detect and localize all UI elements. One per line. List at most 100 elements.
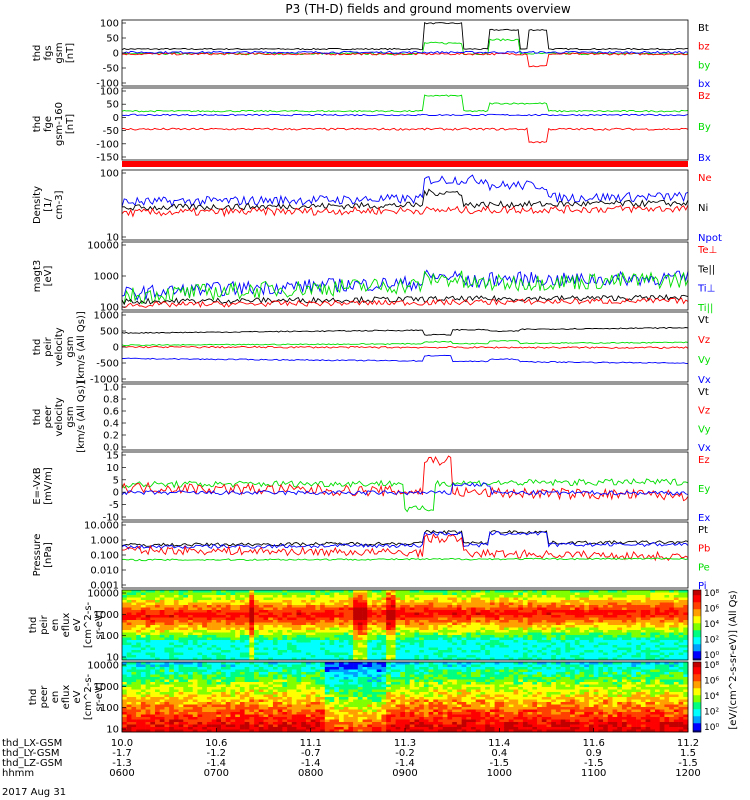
spectrogram-cell <box>532 592 538 596</box>
spectrogram-cell <box>188 617 194 621</box>
spectrogram-cell <box>659 625 665 628</box>
spectrogram-cell <box>678 652 684 656</box>
spectrogram-cell <box>433 642 439 646</box>
ylabel-line: Density <box>32 186 43 224</box>
spectrogram-cell <box>640 610 646 613</box>
spectrogram-cell <box>272 652 278 656</box>
spectrogram-cell <box>310 620 316 623</box>
spectrogram-cell <box>296 610 302 613</box>
spectrogram-cell <box>555 640 561 643</box>
spectrogram-cell <box>136 632 142 636</box>
spectrogram-cell <box>188 667 194 670</box>
spectrogram-cell <box>669 637 675 641</box>
spectrogram-cell <box>343 662 349 665</box>
spectrogram-cell <box>386 645 392 648</box>
colorbar-cell <box>693 618 701 621</box>
spectrogram-cell <box>357 600 363 603</box>
spectrogram-cell <box>183 630 189 633</box>
spectrogram-cell <box>183 617 189 621</box>
spectrogram-cell <box>405 615 411 618</box>
spectrogram-cell <box>650 602 656 606</box>
spectrogram-cell <box>555 620 561 623</box>
spectrogram-cell <box>211 717 217 720</box>
spectrogram-cell <box>617 597 623 601</box>
spectrogram-cell <box>371 642 377 646</box>
spectrogram-cell <box>305 722 311 725</box>
spectrogram-cell <box>371 632 377 636</box>
spectrogram-cell <box>216 622 222 626</box>
spectrogram-cell <box>334 620 340 623</box>
spectrogram-cell <box>202 637 208 641</box>
spectrogram-cell <box>305 689 311 693</box>
spectrogram-cell <box>390 645 396 648</box>
spectrogram-cell <box>254 724 260 728</box>
spectrogram-cell <box>673 597 679 601</box>
ylabel-line: velocity <box>54 397 65 436</box>
spectrogram-cell <box>343 600 349 603</box>
spectrogram-cell <box>131 679 137 683</box>
spectrogram-cell <box>560 590 566 593</box>
spectrogram-cell <box>405 617 411 621</box>
spectrogram-cell <box>334 617 340 621</box>
spectrogram-cell <box>631 595 637 598</box>
spectrogram-cell <box>419 620 425 623</box>
spectrogram-cell <box>683 615 689 618</box>
spectrogram-cell <box>192 632 198 636</box>
spectrogram-cell <box>636 650 642 653</box>
spectrogram-cell <box>239 704 245 708</box>
spectrogram-cell <box>371 637 377 641</box>
spectrogram-cell <box>145 610 151 613</box>
spectrogram-cell <box>140 679 146 683</box>
spectrogram-cell <box>555 647 561 651</box>
spectrogram-cell <box>334 630 340 633</box>
spectrogram-cell <box>239 709 245 713</box>
spectrogram-cell <box>296 605 302 608</box>
spectrogram-cell <box>466 620 472 623</box>
spectrogram-cell <box>239 697 245 700</box>
spectrogram-cell <box>301 652 307 656</box>
spectrogram-cell <box>197 637 203 641</box>
spectrogram-cell <box>598 607 604 611</box>
spectrogram-cell <box>640 625 646 628</box>
spectrogram-cell <box>617 642 623 646</box>
spectrogram-cell <box>324 707 330 710</box>
spectrogram-cell <box>405 650 411 653</box>
spectrogram-cell <box>348 605 354 608</box>
spectrogram-cell <box>669 655 675 658</box>
spectrogram-cell <box>216 595 222 598</box>
spectrogram-cell <box>258 600 264 603</box>
spectrogram-cell <box>169 602 175 606</box>
spectrogram-cell <box>277 642 283 646</box>
spectrogram-cell <box>499 595 505 598</box>
spectrogram-cell <box>164 707 170 710</box>
spectrogram-cell <box>301 640 307 643</box>
spectrogram-cell <box>405 592 411 596</box>
spectrogram-cell <box>329 709 335 713</box>
spectrogram-cell <box>570 635 576 638</box>
spectrogram-cell <box>636 610 642 613</box>
spectrogram-cell <box>268 600 274 603</box>
spectrogram-cell <box>235 630 241 633</box>
spectrogram-cell <box>244 662 250 665</box>
spectrogram-cell <box>338 712 344 715</box>
spectrogram-cell <box>239 717 245 720</box>
spectrogram-cell <box>277 717 283 720</box>
spectrogram-cell <box>405 647 411 651</box>
spectrogram-cell <box>296 697 302 700</box>
spectrogram-cell <box>216 590 222 593</box>
spectrogram-cell <box>334 590 340 593</box>
spectrogram-cell <box>188 692 194 695</box>
spectrogram-cell <box>287 605 293 608</box>
spectrogram-cell <box>131 684 137 688</box>
spectrogram-cell <box>475 622 481 626</box>
spectrogram-cell <box>343 667 349 670</box>
spectrogram-cell <box>145 664 151 668</box>
spectrogram-cell <box>249 652 255 656</box>
spectrogram-cell <box>169 667 175 670</box>
spectrogram-cell <box>673 645 679 648</box>
spectrogram-cell <box>324 689 330 693</box>
spectrogram-cell <box>626 657 632 661</box>
spectrogram-cell <box>183 597 189 601</box>
spectrogram-cell <box>192 612 198 616</box>
spectrogram-cell <box>197 595 203 598</box>
